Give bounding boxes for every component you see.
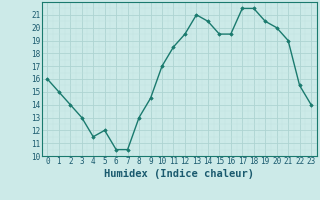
X-axis label: Humidex (Indice chaleur): Humidex (Indice chaleur) [104,169,254,179]
